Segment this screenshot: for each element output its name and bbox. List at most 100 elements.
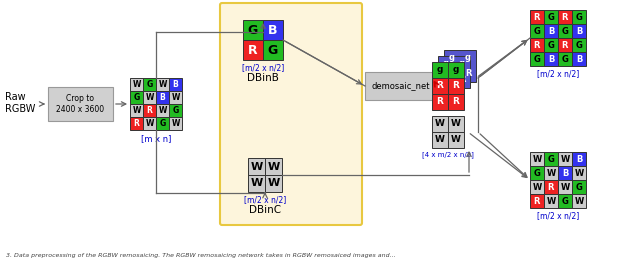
Text: W: W bbox=[451, 119, 461, 129]
Text: W: W bbox=[574, 169, 584, 178]
Bar bbox=[432, 94, 448, 110]
Text: W: W bbox=[158, 106, 166, 115]
Text: G: G bbox=[561, 196, 568, 205]
Text: R: R bbox=[436, 82, 444, 90]
Bar bbox=[169, 104, 182, 117]
Text: B: B bbox=[159, 93, 165, 102]
Text: G: G bbox=[548, 13, 554, 22]
Text: R: R bbox=[534, 196, 540, 205]
Text: 3. Data preprocessing of the RGBW remosaicing. The RGBW remosaicing network take: 3. Data preprocessing of the RGBW remosa… bbox=[6, 253, 396, 258]
Bar bbox=[530, 24, 544, 38]
Bar bbox=[248, 158, 265, 175]
Text: R: R bbox=[465, 69, 471, 78]
Text: W: W bbox=[132, 106, 141, 115]
Text: R: R bbox=[134, 119, 140, 128]
Text: [m/2 x n/2]: [m/2 x n/2] bbox=[537, 69, 579, 78]
Bar bbox=[156, 104, 169, 117]
Text: W: W bbox=[532, 183, 541, 191]
Bar bbox=[156, 117, 169, 130]
Text: g: g bbox=[443, 59, 449, 68]
Text: G: G bbox=[534, 54, 540, 63]
Text: R: R bbox=[147, 106, 152, 115]
Text: W: W bbox=[547, 196, 556, 205]
Text: W: W bbox=[172, 93, 180, 102]
Text: B: B bbox=[268, 23, 278, 37]
Bar bbox=[130, 78, 143, 91]
Text: G: G bbox=[534, 27, 540, 36]
Text: W: W bbox=[547, 169, 556, 178]
Text: R: R bbox=[436, 98, 444, 107]
Bar bbox=[558, 152, 572, 166]
Bar bbox=[448, 62, 464, 78]
Text: R: R bbox=[562, 41, 568, 49]
Bar bbox=[572, 52, 586, 66]
Text: G: G bbox=[575, 183, 582, 191]
Bar bbox=[544, 24, 558, 38]
Text: [4 x m/2 x n/2]: [4 x m/2 x n/2] bbox=[422, 151, 474, 158]
Text: B: B bbox=[576, 54, 582, 63]
Text: G: G bbox=[548, 41, 554, 49]
Bar bbox=[432, 78, 448, 94]
Text: g: g bbox=[449, 53, 455, 63]
Text: R: R bbox=[248, 43, 258, 57]
Bar bbox=[143, 117, 156, 130]
Bar bbox=[265, 158, 282, 175]
Bar bbox=[558, 180, 572, 194]
Bar bbox=[438, 56, 470, 88]
Text: B: B bbox=[576, 27, 582, 36]
Text: Raw
RGBW: Raw RGBW bbox=[5, 92, 35, 114]
Bar bbox=[448, 132, 464, 148]
Bar bbox=[432, 116, 448, 132]
Text: W: W bbox=[145, 119, 154, 128]
Bar bbox=[530, 194, 544, 208]
Text: W: W bbox=[268, 179, 280, 189]
Bar bbox=[572, 166, 586, 180]
Bar bbox=[448, 94, 464, 110]
Bar bbox=[530, 38, 544, 52]
Bar bbox=[169, 78, 182, 91]
Text: R: R bbox=[443, 75, 449, 84]
Bar bbox=[365, 72, 437, 100]
Bar bbox=[572, 152, 586, 166]
Bar bbox=[143, 78, 156, 91]
Text: W: W bbox=[172, 119, 180, 128]
Text: G: G bbox=[159, 119, 166, 128]
Bar bbox=[572, 10, 586, 24]
Bar bbox=[558, 10, 572, 24]
Text: G: G bbox=[133, 93, 140, 102]
Bar bbox=[544, 38, 558, 52]
Text: W: W bbox=[132, 80, 141, 89]
Text: G: G bbox=[268, 43, 278, 57]
Bar bbox=[130, 117, 143, 130]
Text: g: g bbox=[459, 59, 465, 68]
Text: R: R bbox=[534, 41, 540, 49]
Bar bbox=[572, 194, 586, 208]
Text: R: R bbox=[452, 82, 460, 90]
Text: G: G bbox=[575, 13, 582, 22]
Bar bbox=[169, 91, 182, 104]
Bar bbox=[143, 104, 156, 117]
Bar bbox=[530, 10, 544, 24]
Bar bbox=[544, 194, 558, 208]
Text: B: B bbox=[548, 54, 554, 63]
Text: g: g bbox=[437, 65, 443, 74]
Text: W: W bbox=[250, 179, 262, 189]
Text: W: W bbox=[268, 161, 280, 171]
Text: [m x n]: [m x n] bbox=[141, 134, 171, 143]
Bar bbox=[544, 10, 558, 24]
Bar bbox=[558, 194, 572, 208]
Bar bbox=[156, 91, 169, 104]
Bar bbox=[243, 40, 263, 60]
Text: G: G bbox=[248, 23, 258, 37]
Text: W: W bbox=[561, 154, 570, 164]
FancyBboxPatch shape bbox=[220, 3, 362, 225]
Bar bbox=[530, 166, 544, 180]
Bar bbox=[572, 180, 586, 194]
Text: W: W bbox=[574, 196, 584, 205]
Text: g: g bbox=[453, 65, 459, 74]
Text: [m/2 x n/2]: [m/2 x n/2] bbox=[537, 211, 579, 220]
Text: B: B bbox=[548, 27, 554, 36]
Text: W: W bbox=[532, 154, 541, 164]
Text: W: W bbox=[561, 183, 570, 191]
Bar bbox=[130, 91, 143, 104]
